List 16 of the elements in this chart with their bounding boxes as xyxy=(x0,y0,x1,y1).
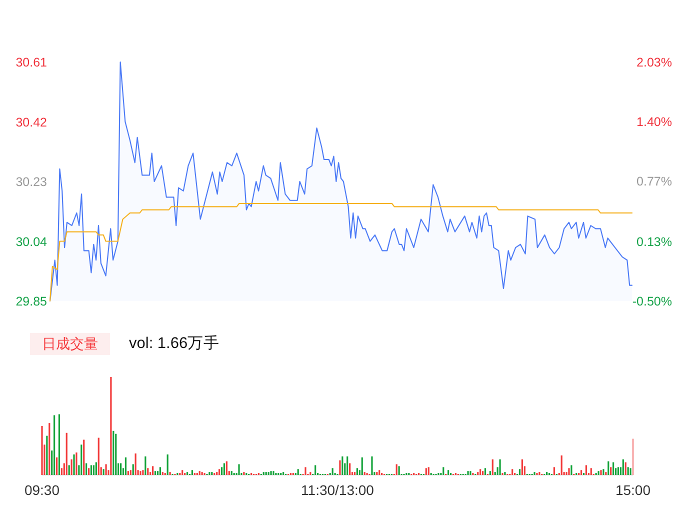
y2-tick-label: 1.40% xyxy=(636,115,672,130)
y-tick-label: 29.85 xyxy=(16,294,48,308)
y2-tick-label: 0.77% xyxy=(636,174,672,189)
chart-title: 日成交量 xyxy=(42,336,98,352)
y-tick-label: 30.42 xyxy=(16,115,48,130)
y-tick-label: 30.04 xyxy=(16,234,48,249)
chart-subtitle: vol: 1.66万手 xyxy=(129,334,220,352)
y2-tick-label: 2.03% xyxy=(636,56,672,70)
line-series xyxy=(49,202,633,302)
y2-tick-label: 0.13% xyxy=(636,234,672,249)
y2-tick-label: -0.50% xyxy=(632,294,672,308)
x-tick-label: 15:00 xyxy=(615,482,651,498)
x-tick-label: 09:30 xyxy=(24,482,60,498)
y-tick-label: 30.23 xyxy=(16,175,48,189)
y-tick-label: 30.61 xyxy=(16,56,48,70)
x-tick-label: 11:30/13:00 xyxy=(301,482,374,498)
